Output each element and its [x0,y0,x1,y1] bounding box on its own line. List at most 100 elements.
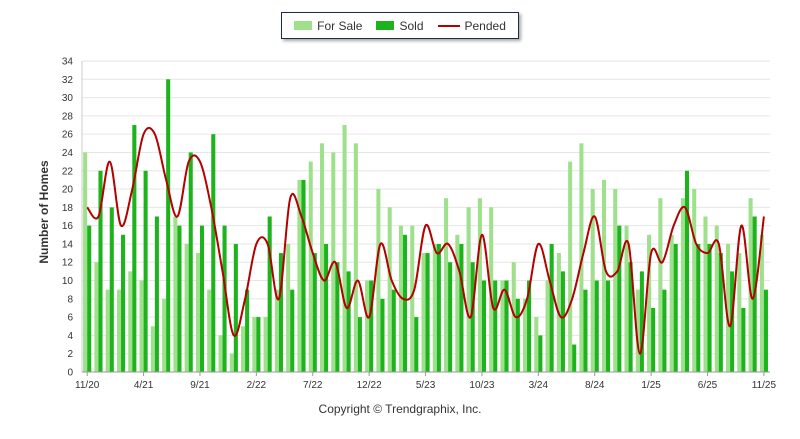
bar-sold[interactable] [312,253,317,372]
bar-for-sale[interactable] [184,243,189,372]
bar-for-sale[interactable] [365,280,370,372]
bar-sold[interactable] [233,243,238,372]
bar-sold[interactable] [583,289,588,372]
bar-sold[interactable] [143,170,148,372]
legend-item-pended[interactable]: Pended [437,19,506,33]
bar-for-sale[interactable] [94,262,99,372]
bar-sold[interactable] [470,262,475,372]
bar-for-sale[interactable] [128,271,133,372]
bar-sold[interactable] [549,243,554,372]
bar-sold[interactable] [177,225,182,372]
bar-for-sale[interactable] [601,179,607,372]
bar-sold[interactable] [560,271,565,372]
bar-sold[interactable] [493,280,498,372]
bar-sold[interactable] [639,271,644,372]
bar-for-sale[interactable] [218,335,223,372]
bar-sold[interactable] [188,152,193,372]
bar-sold[interactable] [527,280,532,372]
legend-item-for-sale[interactable]: For Sale [294,19,362,33]
bar-sold[interactable] [448,262,453,372]
bar-sold[interactable] [245,289,250,372]
bar-for-sale[interactable] [342,125,347,372]
legend-item-sold[interactable]: Sold [376,19,424,33]
bar-sold[interactable] [402,234,408,372]
bar-for-sale[interactable] [274,289,279,372]
bar-sold[interactable] [628,262,633,372]
bar-sold[interactable] [718,253,723,372]
bar-sold[interactable] [572,344,577,372]
bar-for-sale[interactable] [173,216,178,373]
bar-sold[interactable] [132,125,137,372]
bar-sold[interactable] [290,289,295,372]
bar-sold[interactable] [504,280,509,372]
bar-for-sale[interactable] [150,326,155,372]
bar-for-sale[interactable] [444,198,449,372]
bar-sold[interactable] [346,271,351,372]
bar-for-sale[interactable] [545,280,550,372]
bar-for-sale[interactable] [353,143,358,372]
bar-sold[interactable] [121,234,126,372]
bar-for-sale[interactable] [692,189,697,372]
bar-for-sale[interactable] [613,189,618,372]
bar-for-sale[interactable] [241,326,246,372]
bar-sold[interactable] [617,225,622,372]
bar-for-sale[interactable] [466,207,471,372]
bar-sold[interactable] [211,134,216,372]
bar-for-sale[interactable] [286,243,291,372]
bar-for-sale[interactable] [714,225,719,372]
bar-sold[interactable] [651,307,656,372]
bar-for-sale[interactable] [376,189,381,372]
bar-sold[interactable] [515,298,520,372]
bar-sold[interactable] [98,170,103,372]
bar-sold[interactable] [199,225,205,372]
bar-for-sale[interactable] [252,317,257,372]
bar-for-sale[interactable] [624,225,629,372]
bar-for-sale[interactable] [590,189,595,372]
bar-sold[interactable] [324,243,329,372]
bar-for-sale[interactable] [387,207,392,372]
bar-sold[interactable] [369,280,374,372]
bar-sold[interactable] [425,253,430,372]
bar-for-sale[interactable] [726,243,731,372]
bar-for-sale[interactable] [680,198,685,372]
bar-sold[interactable] [335,262,340,372]
bar-sold[interactable] [684,170,690,372]
bar-for-sale[interactable] [116,289,122,372]
bar-for-sale[interactable] [207,289,212,372]
bar-sold[interactable] [459,243,464,372]
bar-sold[interactable] [673,243,678,372]
bar-for-sale[interactable] [162,298,167,372]
bar-for-sale[interactable] [398,225,403,372]
bar-sold[interactable] [256,317,261,372]
bar-sold[interactable] [109,207,114,372]
bar-for-sale[interactable] [511,262,516,372]
bar-for-sale[interactable] [737,253,742,372]
bar-for-sale[interactable] [83,152,88,372]
bar-for-sale[interactable] [534,317,539,372]
bar-sold[interactable] [222,225,227,372]
bar-sold[interactable] [707,243,712,372]
bar-sold[interactable] [87,225,92,372]
bar-for-sale[interactable] [647,234,652,372]
bar-for-sale[interactable] [455,234,460,372]
bar-sold[interactable] [763,289,768,372]
bar-for-sale[interactable] [308,161,313,372]
bar-for-sale[interactable] [522,298,528,372]
bar-sold[interactable] [380,298,385,372]
bar-for-sale[interactable] [105,289,110,372]
bar-for-sale[interactable] [229,353,234,372]
bar-sold[interactable] [166,79,171,372]
bar-sold[interactable] [154,216,159,373]
bar-for-sale[interactable] [432,243,437,372]
bar-sold[interactable] [481,280,487,372]
bar-for-sale[interactable] [635,289,640,372]
bar-for-sale[interactable] [421,253,426,372]
bar-sold[interactable] [594,280,599,372]
bar-sold[interactable] [741,307,746,372]
bar-for-sale[interactable] [139,280,144,372]
bar-for-sale[interactable] [195,253,200,372]
bar-for-sale[interactable] [410,225,415,372]
bar-for-sale[interactable] [568,161,573,372]
bar-sold[interactable] [696,243,701,372]
bar-sold[interactable] [357,317,362,372]
